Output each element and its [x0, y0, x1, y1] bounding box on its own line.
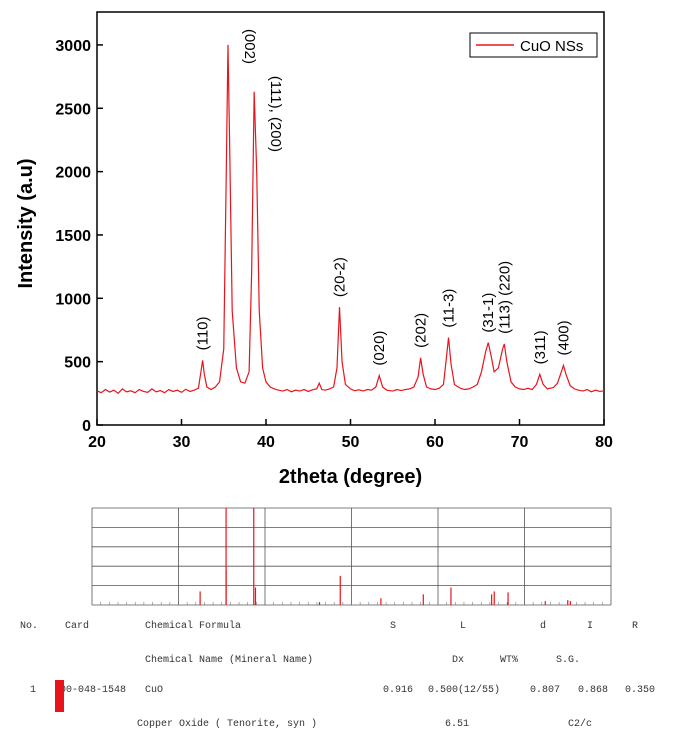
- table-cell: S.G.: [556, 655, 580, 666]
- table-cell: 1: [30, 685, 36, 696]
- table-cell: S: [390, 621, 396, 632]
- table-cell: L: [460, 621, 466, 632]
- peak-label: (020): [371, 331, 388, 366]
- table-cell: 0.500(12/55): [428, 684, 500, 696]
- peak-label: (11-3): [441, 289, 458, 328]
- data-line: [96, 44, 605, 395]
- peak-label: (113) (220): [496, 261, 513, 334]
- table-cell: Chemical Name (Mineral Name): [145, 654, 313, 666]
- y-tick-label: 1500: [55, 228, 91, 245]
- x-tick-label: 40: [257, 434, 275, 451]
- table-cell: 6.51: [445, 719, 469, 730]
- peak-label: (202): [413, 313, 430, 348]
- table-cell: No.: [20, 621, 38, 632]
- table-cell: d: [540, 620, 546, 632]
- legend-label: CuO NSs: [520, 38, 583, 55]
- plot-frame: [96, 11, 605, 426]
- y-tick-label: 3000: [55, 38, 91, 55]
- peak-label: (311): [532, 330, 549, 364]
- x-tick-label: 30: [173, 434, 191, 451]
- table-cell: 0.350: [625, 685, 655, 696]
- peak-label: (111), (200): [267, 76, 284, 152]
- x-tick-label: 80: [595, 434, 613, 451]
- x-tick-label: 60: [426, 434, 444, 451]
- x-tick-label: 20: [88, 434, 106, 451]
- y-axis-title: Intensity (a.u): [15, 158, 37, 288]
- table-cell: 0.807: [530, 685, 560, 696]
- table-cell: 0.868: [578, 685, 608, 696]
- table-cell: 0.916: [383, 685, 413, 696]
- x-tick-label: 50: [342, 434, 360, 451]
- x-tick-label: 70: [511, 434, 529, 451]
- table-cell: Dx: [452, 655, 464, 666]
- y-tick-label: 500: [64, 355, 91, 372]
- table-cell: CuO: [145, 685, 163, 696]
- table-cell: R: [632, 621, 638, 632]
- peak-label: (20-2): [332, 257, 349, 297]
- table-cell: 00-048-1548: [60, 685, 126, 696]
- table-cell: Chemical Formula: [145, 620, 241, 632]
- x-axis-title: 2theta (degree): [279, 466, 422, 488]
- y-tick-label: 1000: [55, 291, 91, 308]
- table-cell: WT%: [500, 655, 518, 666]
- row-marker: [55, 680, 64, 712]
- peak-label: (110): [195, 316, 212, 350]
- peak-label: (31-1): [480, 293, 497, 333]
- y-tick-label: 2500: [55, 101, 91, 118]
- table-cell: Copper Oxide ( Tenorite, syn ): [137, 718, 317, 730]
- y-tick-label: 0: [82, 418, 91, 435]
- table-cell: Card: [65, 620, 89, 632]
- peak-label: (002): [241, 29, 258, 64]
- table-cell: C2/c: [568, 718, 592, 730]
- peak-label: (400): [555, 320, 572, 355]
- y-tick-label: 2000: [55, 165, 91, 182]
- table-cell: I: [587, 621, 593, 632]
